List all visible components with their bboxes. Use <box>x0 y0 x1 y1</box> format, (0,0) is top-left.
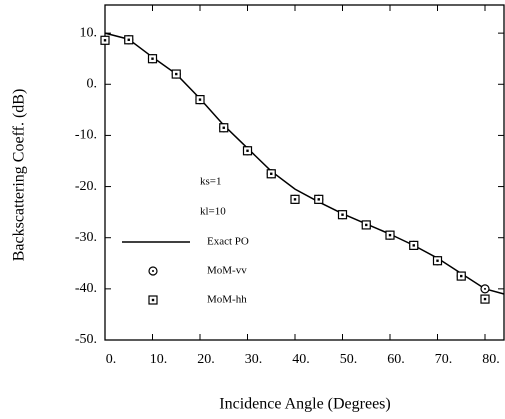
x-axis-label: Incidence Angle (Degrees) <box>219 396 390 413</box>
marker-dot <box>152 270 154 272</box>
x-tick-label: 20. <box>197 352 215 367</box>
marker-dot <box>412 244 415 247</box>
x-tick-label: 60. <box>387 352 405 367</box>
marker-dot <box>388 233 392 237</box>
marker-dot <box>270 172 273 175</box>
marker-dot <box>483 297 487 301</box>
y-tick-label: 10. <box>80 25 98 40</box>
y-tick-label: 0. <box>87 76 98 91</box>
legend-label: Exact PO <box>207 236 249 248</box>
marker-dot <box>436 259 439 262</box>
y-axis-label: Backscattering Coeff. (dB) <box>11 89 28 262</box>
marker-dot <box>151 57 154 60</box>
marker-dot <box>127 38 130 41</box>
curve <box>104 32 505 295</box>
x-tick-label: 0. <box>106 352 117 367</box>
x-tick-label: 10. <box>150 352 168 367</box>
marker-dot <box>103 39 107 42</box>
x-tick-label: 70. <box>435 352 453 367</box>
y-tick-label: -40. <box>75 281 97 296</box>
marker-dot <box>198 98 202 101</box>
y-tick-label: -50. <box>75 332 97 347</box>
y-tick-label: -20. <box>75 179 97 194</box>
legend-label: MoM-hh <box>207 294 247 306</box>
x-tick-label: 40. <box>292 352 310 367</box>
marker-dot <box>151 298 155 302</box>
plot-frame <box>104 4 505 341</box>
x-tick-label: 80. <box>482 352 500 367</box>
x-tick-label: 50. <box>340 352 358 367</box>
marker-dot <box>460 274 463 278</box>
annotation: ks=1 <box>200 176 221 188</box>
x-tick-label: 30. <box>245 352 263 367</box>
marker-dot <box>293 198 297 201</box>
marker-dot <box>341 213 344 216</box>
legend-label: MoM-vv <box>207 265 247 277</box>
y-tick-label: -10. <box>75 128 97 143</box>
marker-dot <box>175 72 178 76</box>
marker-dot <box>365 223 368 227</box>
marker-dot <box>246 149 249 152</box>
marker-dot <box>222 126 225 129</box>
marker-dot <box>317 198 320 201</box>
marker-dot <box>484 287 486 290</box>
y-tick-label: -30. <box>75 230 97 245</box>
annotation: kl=10 <box>200 206 226 218</box>
